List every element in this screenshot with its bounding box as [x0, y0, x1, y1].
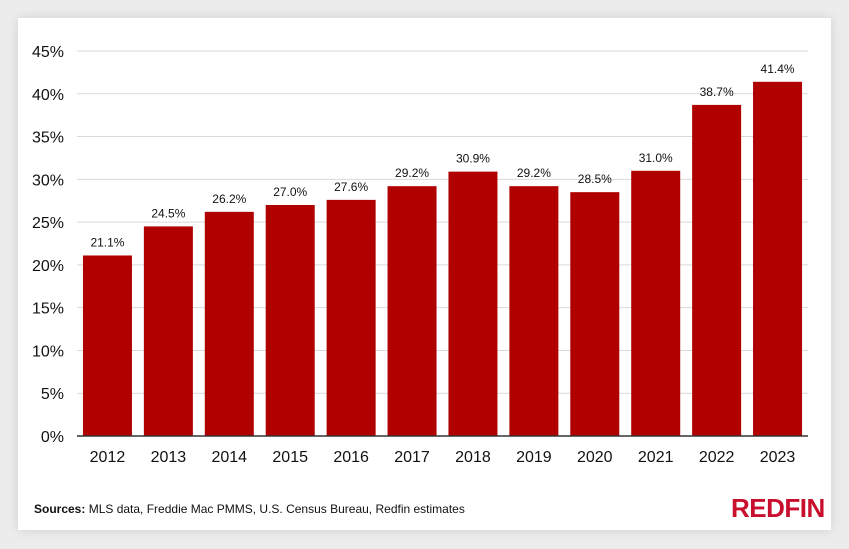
data-label: 27.6%	[334, 180, 368, 194]
sources-label: Sources:	[34, 502, 86, 516]
x-tick-label: 2020	[577, 449, 613, 466]
bar-2020	[570, 192, 620, 436]
gridlines	[77, 50, 808, 394]
x-tick-label: 2021	[638, 449, 674, 466]
bar-2018	[448, 171, 498, 436]
y-tick-label: 25%	[32, 215, 64, 232]
y-axis-tick-labels: 0% 5% 10% 15% 20% 25% 30% 35% 40% 45%	[32, 44, 64, 446]
data-label: 41.4%	[761, 62, 795, 76]
x-tick-label: 2019	[516, 449, 552, 466]
x-tick-label: 2014	[211, 449, 247, 466]
x-tick-label: 2015	[272, 449, 308, 466]
bar-2023	[753, 81, 803, 437]
y-tick-label: 30%	[32, 172, 64, 189]
y-tick-label: 45%	[32, 44, 64, 61]
y-tick-label: 10%	[32, 343, 64, 360]
x-tick-label: 2022	[699, 449, 735, 466]
x-tick-label: 2023	[760, 449, 796, 466]
bar-2021	[631, 170, 681, 436]
data-label: 28.5%	[578, 172, 612, 186]
sources-text: MLS data, Freddie Mac PMMS, U.S. Census …	[85, 502, 465, 516]
data-label: 38.7%	[700, 85, 734, 99]
data-label: 29.2%	[517, 166, 551, 180]
x-tick-label: 2018	[455, 449, 491, 466]
data-label: 24.5%	[151, 206, 185, 220]
sources-note: Sources: MLS data, Freddie Mac PMMS, U.S…	[34, 502, 465, 516]
redfin-logo: REDFIN	[731, 493, 825, 523]
bar-2022	[692, 104, 742, 437]
data-label: 26.2%	[212, 192, 246, 206]
data-label: 30.9%	[456, 152, 490, 166]
bars	[82, 81, 803, 437]
data-labels: 21.1% 24.5% 26.2% 27.0% 27.6% 29.2% 30.9% 29.2%…	[90, 62, 794, 250]
y-tick-label: 5%	[41, 386, 64, 403]
bar-2019	[509, 186, 559, 436]
x-tick-label: 2012	[90, 449, 126, 466]
x-tick-label: 2016	[333, 449, 369, 466]
y-tick-label: 40%	[32, 87, 64, 104]
y-tick-label: 35%	[32, 130, 64, 147]
x-tick-label: 2017	[394, 449, 430, 466]
bar-2017	[387, 186, 437, 436]
bar-2015	[265, 205, 315, 436]
data-label: 29.2%	[395, 166, 429, 180]
bar-2016	[326, 199, 376, 436]
data-label: 31.0%	[639, 151, 673, 165]
y-tick-label: 0%	[41, 429, 64, 446]
x-axis-tick-labels: 2012 2013 2014 2015 2016 2017 2018 2019 2020 2021…	[90, 449, 796, 466]
data-label: 27.0%	[273, 185, 307, 199]
bar-2012	[82, 255, 132, 436]
bar-2014	[204, 211, 254, 436]
y-tick-label: 20%	[32, 258, 64, 275]
data-label: 21.1%	[90, 235, 124, 249]
x-tick-label: 2013	[151, 449, 187, 466]
y-tick-label: 15%	[32, 301, 64, 318]
bar-2013	[143, 226, 193, 436]
